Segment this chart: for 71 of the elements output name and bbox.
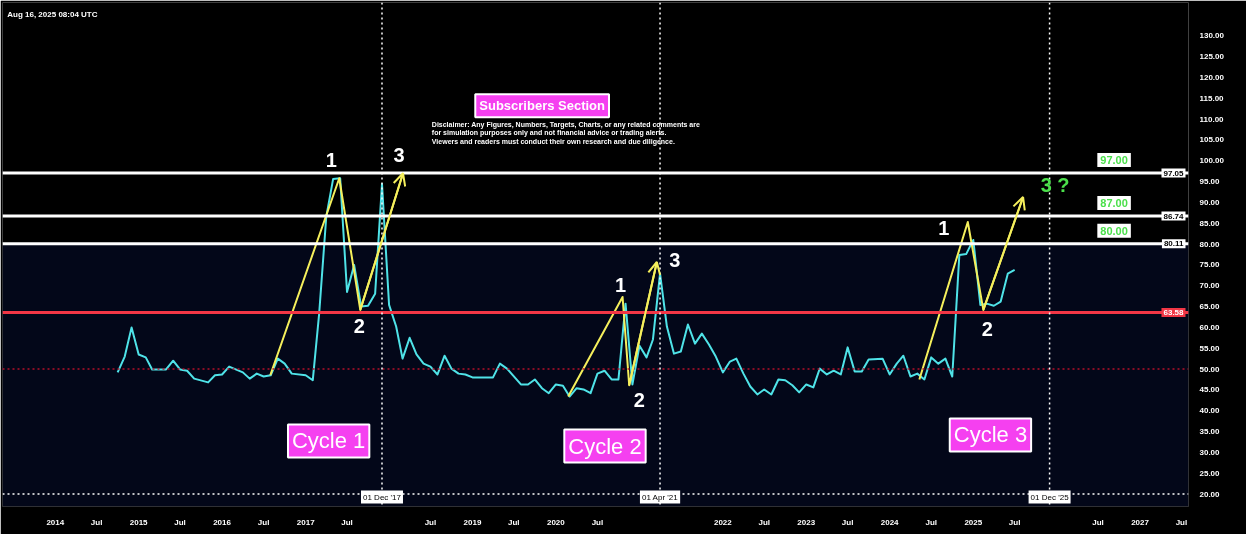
y-tick-label: 90.00: [1199, 197, 1221, 207]
x-tick-label: Jul: [1092, 517, 1104, 527]
annotation: Subscribers Section: [479, 98, 606, 114]
ref-line-label: 01 Dec '17: [362, 492, 402, 502]
annotation: 1: [615, 273, 627, 296]
x-tick-label: Jul: [90, 517, 103, 527]
x-tick-label: 2014: [46, 517, 65, 527]
x-tick-label: 2019: [463, 517, 482, 527]
annotation: 2: [633, 389, 645, 412]
ref-line-label: 80.11: [1163, 239, 1185, 249]
y-tick-label: 100.00: [1199, 156, 1225, 166]
y-tick-label: 25.00: [1199, 468, 1221, 478]
x-tick-label: 2015: [129, 517, 149, 527]
x-tick-label: 2017: [296, 517, 316, 527]
x-tick-label: 2016: [213, 517, 232, 527]
annotation: 1: [938, 217, 950, 240]
x-tick-label: 2020: [546, 517, 566, 527]
x-tick-label: Jul: [1175, 517, 1188, 527]
y-tick-label: 70.00: [1199, 281, 1221, 291]
y-tick-label: 60.00: [1199, 322, 1221, 332]
y-tick-label: 75.00: [1199, 260, 1221, 270]
y-tick-label: 45.00: [1199, 385, 1221, 395]
x-tick-label: Jul: [591, 517, 604, 527]
y-tick-label: 55.00: [1199, 343, 1221, 353]
y-tick-label: 50.00: [1199, 364, 1221, 374]
x-tick-label: 2027: [1131, 517, 1150, 527]
y-tick-label: 80.00: [1199, 239, 1221, 249]
y-tick-label: 125.00: [1199, 52, 1225, 62]
annotation: Cycle 2: [568, 433, 642, 459]
y-tick-label: 65.00: [1199, 302, 1221, 312]
y-tick-label: 105.00: [1199, 135, 1225, 145]
y-tick-label: 115.00: [1199, 93, 1225, 103]
x-tick-label: Jul: [1008, 517, 1021, 527]
x-tick-label: 2025: [964, 517, 983, 527]
x-tick-label: Jul: [758, 517, 771, 527]
annotation: 2: [981, 317, 993, 340]
ref-line-label: 01 Apr '21: [641, 492, 679, 502]
y-tick-label: 95.00: [1199, 177, 1221, 187]
x-tick-label: 2024: [880, 517, 900, 527]
annotation: 3: [393, 144, 405, 167]
ref-line-label: 86.74: [1163, 211, 1185, 221]
x-tick-label: Jul: [841, 517, 854, 527]
x-tick-label: 2023: [797, 517, 816, 527]
y-tick-label: 20.00: [1199, 489, 1221, 499]
annotation: 3 ?: [1040, 174, 1070, 197]
y-tick-label: 40.00: [1199, 406, 1221, 416]
annotation: 97.00: [1100, 154, 1128, 167]
x-tick-label: Jul: [174, 517, 186, 527]
x-tick-label: Jul: [424, 517, 437, 527]
annotation: 2: [353, 314, 365, 337]
x-tick-label: Jul: [257, 517, 270, 527]
y-tick-label: 30.00: [1199, 447, 1221, 457]
x-tick-label: Jul: [925, 517, 938, 527]
x-tick-label: Jul: [341, 517, 353, 527]
annotation: 80.00: [1100, 224, 1128, 237]
annotation: 1: [325, 149, 337, 172]
y-tick-label: 130.00: [1199, 31, 1225, 41]
ref-line-label: 01 Dec '25: [1030, 492, 1070, 502]
y-tick-label: 35.00: [1199, 427, 1221, 437]
y-tick-label: 85.00: [1199, 218, 1221, 228]
y-tick-label: 120.00: [1199, 72, 1225, 82]
annotation: Aug 16, 2025 08:04 UTC: [7, 10, 98, 20]
annotation: 3: [669, 249, 681, 271]
annotation: Cycle 1: [291, 428, 366, 454]
x-tick-label: Jul: [508, 517, 520, 527]
ref-line-label: 63.58: [1163, 307, 1185, 317]
annotation: 87.00: [1100, 197, 1128, 210]
y-tick-label: 110.00: [1199, 114, 1225, 124]
x-tick-label: 2022: [713, 517, 733, 527]
annotation: Cycle 3: [953, 422, 1028, 448]
ref-line-label: 97.05: [1163, 168, 1185, 178]
